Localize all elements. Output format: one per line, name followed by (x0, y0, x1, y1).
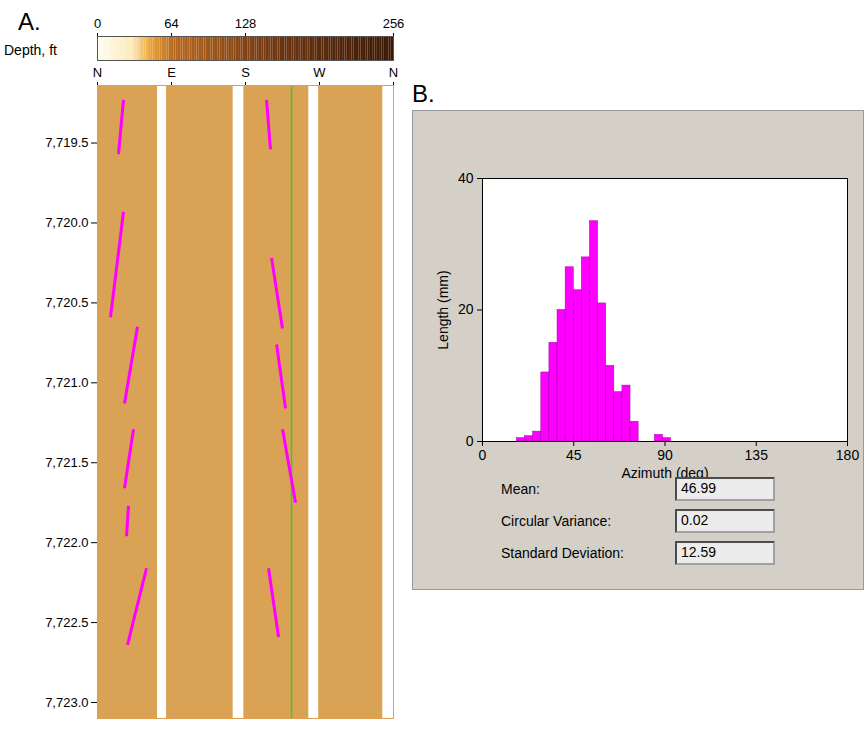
svg-text:7,720.0: 7,720.0 (45, 215, 88, 230)
svg-text:7,722.0: 7,722.0 (45, 535, 88, 550)
svg-text:S: S (241, 65, 250, 80)
svg-text:7,723.0: 7,723.0 (45, 695, 88, 710)
svg-text:0: 0 (94, 16, 101, 31)
html-text:Depth, ft: Depth, ft (4, 42, 57, 58)
svg-text:90: 90 (657, 447, 673, 463)
svg-text:64: 64 (164, 16, 178, 31)
html-text:Circular Variance:: Circular Variance: (501, 513, 612, 529)
svg-text:7,720.5: 7,720.5 (45, 295, 88, 310)
html-text:12.59: 12.59 (681, 544, 716, 560)
html-text:0.02: 0.02 (681, 512, 709, 528)
html-text:Mean:: Mean: (501, 481, 540, 497)
svg-text:0: 0 (466, 433, 474, 449)
svg-text:256: 256 (383, 16, 405, 31)
svg-text:45: 45 (566, 447, 582, 463)
svg-text:0: 0 (479, 447, 487, 463)
svg-text:7,721.5: 7,721.5 (45, 455, 88, 470)
svg-text:N: N (93, 65, 102, 80)
html-text:A.: A. (18, 8, 41, 35)
svg-text:128: 128 (235, 16, 257, 31)
svg-text:135: 135 (745, 447, 769, 463)
html-text:46.99: 46.99 (681, 480, 716, 496)
svg-text:7,719.5: 7,719.5 (45, 135, 88, 150)
svg-text:N: N (389, 65, 398, 80)
svg-text:W: W (313, 65, 326, 80)
svg-text:Length (mm): Length (mm) (435, 270, 451, 349)
html-text:B.: B. (412, 80, 435, 107)
html-text:Standard Deviation:: Standard Deviation: (501, 545, 624, 561)
svg-text:Azimuth (deg): Azimuth (deg) (621, 464, 709, 481)
svg-text:7,721.0: 7,721.0 (45, 375, 88, 390)
svg-text:40: 40 (458, 170, 474, 186)
svg-text:180: 180 (836, 447, 860, 463)
svg-text:E: E (167, 65, 176, 80)
svg-text:20: 20 (458, 301, 474, 317)
svg-text:7,722.5: 7,722.5 (45, 615, 88, 630)
